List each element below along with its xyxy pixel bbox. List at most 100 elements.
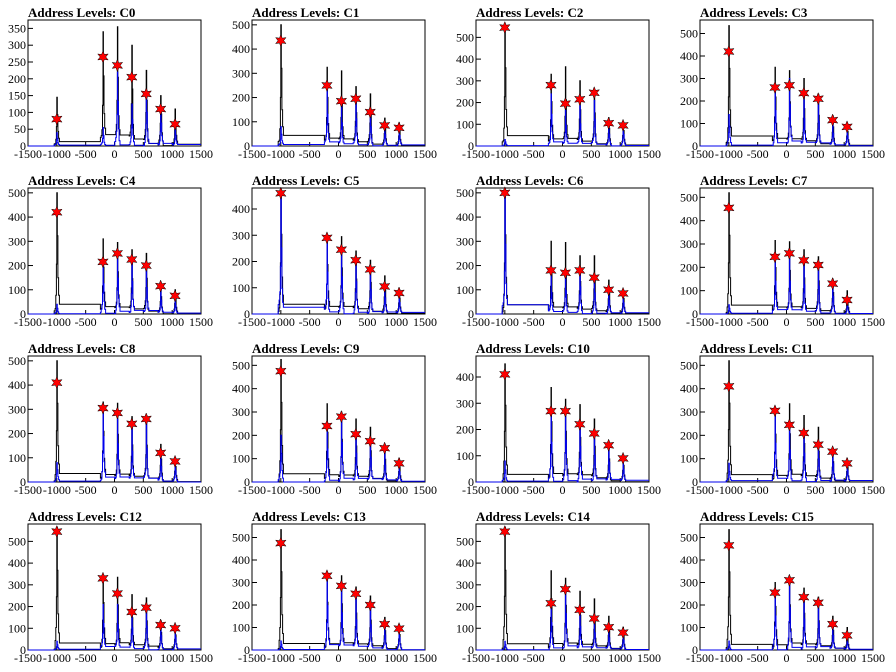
star-marker: [602, 620, 615, 634]
blue-series-line: [700, 255, 873, 315]
x-tick-label: -1500: [14, 651, 42, 665]
panel-title: Address Levels: C14: [476, 509, 590, 524]
x-tick-label: 0: [336, 483, 342, 497]
star-marker: [140, 600, 153, 615]
y-tick-label: 400: [680, 49, 698, 63]
star-marker: [335, 409, 348, 424]
y-tick-label: 300: [456, 74, 474, 88]
panel-title: Address Levels: C10: [476, 341, 590, 356]
x-tick-label: 500: [806, 483, 824, 497]
star-marker: [154, 618, 167, 632]
x-tick-label: -1500: [686, 651, 714, 665]
x-tick-label: -1500: [238, 651, 266, 665]
star-marker: [723, 201, 735, 215]
y-tick-label: 100: [456, 449, 474, 463]
star-marker: [51, 112, 63, 126]
x-tick-label: 1500: [413, 315, 437, 329]
x-tick-label: 500: [134, 147, 152, 161]
panel-c8: Address Levels: C80100200300400500-1500-…: [8, 341, 213, 497]
panel-title: Address Levels: C8: [28, 341, 136, 356]
star-marker: [321, 569, 333, 583]
star-marker: [841, 293, 853, 307]
panel-title: Address Levels: C4: [28, 173, 136, 188]
x-tick-label: -1000: [267, 147, 295, 161]
x-tick-label: 500: [806, 315, 824, 329]
blue-series-line: [28, 256, 201, 315]
star-marker: [574, 92, 586, 106]
star-marker: [841, 456, 853, 471]
blue-series-line: [476, 93, 649, 147]
x-tick-label: -1000: [43, 651, 71, 665]
star-marker: [826, 617, 839, 631]
y-tick-label: 100: [680, 621, 698, 635]
x-tick-label: 500: [582, 651, 600, 665]
y-tick-label: 0: [692, 643, 698, 657]
star-marker: [378, 118, 391, 133]
star-marker: [841, 628, 853, 643]
star-marker: [169, 621, 181, 635]
x-tick-label: 1500: [413, 651, 437, 665]
x-tick-label: 500: [358, 483, 376, 497]
x-tick-label: -500: [747, 651, 769, 665]
x-tick-label: 1500: [413, 147, 437, 161]
x-tick-label: 0: [336, 315, 342, 329]
star-marker: [499, 186, 511, 200]
y-tick-label: 500: [232, 358, 250, 372]
star-marker: [723, 44, 735, 59]
y-tick-label: 0: [468, 307, 474, 321]
x-tick-label: -1500: [14, 315, 42, 329]
star-marker: [545, 78, 557, 92]
y-tick-label: 400: [680, 553, 698, 567]
star-marker: [812, 258, 825, 272]
star-marker: [559, 404, 572, 418]
star-marker: [154, 279, 167, 293]
star-marker: [111, 586, 124, 601]
star-marker: [617, 451, 629, 466]
star-marker: [378, 279, 391, 294]
x-tick-label: 1500: [189, 315, 213, 329]
x-tick-label: 0: [112, 651, 118, 665]
x-tick-label: -1500: [462, 147, 490, 161]
blue-series-line: [252, 577, 425, 651]
x-tick-label: 0: [560, 651, 566, 665]
y-tick-label: 100: [680, 117, 698, 131]
star-marker: [574, 603, 586, 617]
x-tick-label: 500: [358, 315, 376, 329]
x-tick-label: -500: [75, 651, 97, 665]
y-tick-label: 0: [20, 307, 26, 321]
y-tick-label: 200: [232, 255, 250, 269]
panel-title: Address Levels: C5: [252, 173, 360, 188]
star-marker: [335, 243, 348, 257]
blue-series-line: [700, 582, 873, 651]
star-marker: [126, 417, 138, 431]
x-tick-label: 1500: [637, 315, 661, 329]
star-marker: [51, 375, 63, 390]
star-marker: [350, 427, 362, 441]
star-marker: [798, 86, 810, 100]
x-tick-label: 1000: [160, 315, 184, 329]
y-tick-label: 500: [456, 30, 474, 44]
star-marker: [275, 364, 287, 378]
y-tick-label: 100: [232, 281, 250, 295]
y-tick-label: 0: [692, 139, 698, 153]
x-tick-label: 1000: [384, 147, 408, 161]
y-tick-label: 500: [232, 18, 250, 32]
x-tick-label: 500: [806, 147, 824, 161]
x-tick-label: 0: [560, 315, 566, 329]
y-tick-label: 300: [232, 66, 250, 80]
y-tick-label: 300: [8, 234, 26, 248]
x-tick-label: 1500: [861, 651, 885, 665]
x-tick-label: 1000: [608, 315, 632, 329]
y-tick-label: 300: [8, 578, 26, 592]
x-tick-label: -1000: [491, 147, 519, 161]
blue-series-line: [28, 408, 201, 483]
x-tick-label: -1000: [491, 651, 519, 665]
star-marker: [364, 434, 377, 448]
panel-c2: Address Levels: C20100200300400500-1500-…: [456, 5, 661, 161]
x-tick-label: 500: [582, 483, 600, 497]
y-tick-label: 300: [456, 578, 474, 592]
panel-c7: Address Levels: C70100200300400500-1500-…: [680, 173, 885, 329]
panel-c1: Address Levels: C10100200300400500-1500-…: [232, 5, 437, 161]
x-tick-label: -500: [747, 483, 769, 497]
panel-title: Address Levels: C2: [476, 5, 583, 20]
